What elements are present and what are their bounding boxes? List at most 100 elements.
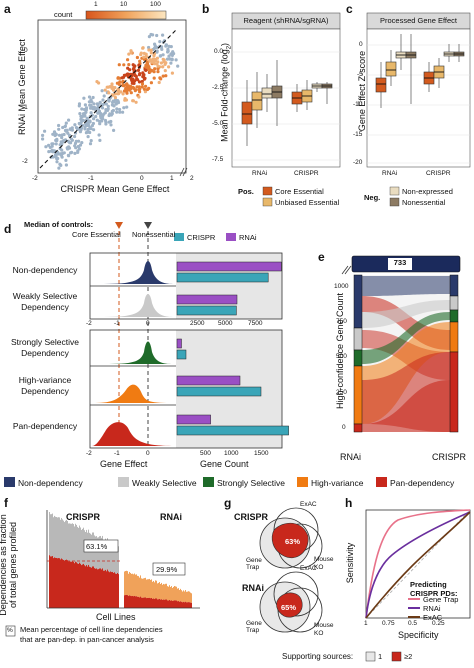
count-bar-crispr — [176, 305, 237, 316]
panel-f-crispr-pct: 63.1% — [86, 542, 108, 551]
cell-line-bar-rnai-pan — [134, 595, 135, 608]
cell-line-bar-crispr — [61, 517, 62, 559]
cell-line-bar-crispr-pan — [77, 563, 78, 608]
legend-unbiased-essential: Unbiased Essential — [275, 198, 340, 207]
cell-line-bar-rnai — [160, 583, 161, 600]
hex-bin — [134, 74, 138, 78]
cell-line-bar-rnai — [128, 573, 129, 597]
cell-line-bar-rnai-pan — [127, 595, 128, 608]
cell-line-bar-rnai — [159, 582, 160, 599]
cell-line-bar-crispr-pan — [93, 566, 94, 608]
panel-f-note-line2: that are pan-dep. in pan-cancer analysis — [20, 635, 154, 644]
cell-line-bar-crispr — [115, 545, 116, 574]
hex-bin — [124, 83, 128, 87]
cell-line-bar-rnai — [139, 577, 140, 598]
cell-line-bar-crispr-pan — [51, 556, 52, 608]
cell-line-bar-rnai-pan — [180, 601, 181, 608]
cell-line-bar-crispr — [53, 517, 54, 559]
cell-line-bar-rnai-pan — [153, 598, 154, 608]
hex-bin — [124, 86, 128, 91]
cell-line-bar-rnai — [171, 586, 172, 601]
cell-line-bar-crispr-pan — [84, 565, 85, 608]
hex-bin — [148, 68, 152, 73]
panel-f-cell-line-bars — [49, 512, 192, 608]
cell-line-bar-crispr-pan — [109, 572, 110, 608]
panel-b-ytick-3: -7.5 — [212, 156, 224, 163]
cell-line-bar-crispr-pan — [80, 563, 81, 608]
cell-line-bar-rnai-pan — [181, 601, 182, 608]
count-bar-crispr — [176, 425, 289, 436]
hex-bin — [158, 76, 162, 80]
hex-bin — [51, 132, 55, 136]
hex-bin — [122, 89, 127, 93]
hex-bin — [47, 150, 51, 154]
cell-line-bar-crispr-pan — [82, 564, 83, 608]
hex-bin — [131, 99, 135, 103]
cell-line-bar-crispr-pan — [53, 558, 54, 608]
cell-line-bar-rnai-pan — [178, 601, 179, 608]
count-tick-1: 1 — [94, 1, 98, 8]
hex-bin — [129, 91, 133, 95]
hex-bin — [92, 128, 96, 132]
venn-rnai-mouse-ko: Mouse KO — [314, 622, 334, 637]
hex-bin — [44, 145, 48, 149]
cell-line-bar-rnai-pan — [131, 596, 132, 608]
cell-line-bar-crispr-pan — [92, 566, 93, 608]
cell-line-bar-rnai — [180, 588, 181, 602]
cell-line-bar-rnai — [178, 588, 179, 602]
count-legend-title: count — [54, 10, 73, 19]
hex-bin — [82, 107, 87, 112]
hex-bin — [97, 81, 101, 85]
cell-line-bar-rnai — [145, 577, 146, 598]
alluvial-node-rnai — [353, 423, 363, 433]
alluvial-node-rnai — [353, 274, 363, 329]
panel-b-ytick-1: -2.5 — [212, 84, 224, 91]
cell-line-bar-rnai — [150, 579, 151, 599]
panel-h-xtick-1: 1 — [364, 620, 368, 627]
alluvial-ribbon — [362, 312, 450, 364]
hex-bin — [155, 33, 159, 38]
hex-bin — [113, 92, 118, 96]
hex-bin — [169, 61, 173, 65]
legend-unbiased-essential-swatch — [262, 197, 273, 207]
hex-bin — [95, 118, 99, 122]
cell-line-bar-crispr-pan — [100, 568, 101, 608]
cell-line-bar-rnai-pan — [172, 600, 173, 608]
hex-bin — [114, 101, 118, 106]
cell-line-bar-rnai-pan — [158, 599, 159, 608]
cell-line-bar-crispr — [101, 537, 102, 570]
cell-line-bar-rnai-pan — [137, 596, 138, 608]
cell-line-bar-rnai-pan — [129, 595, 130, 608]
cell-line-bar-crispr-pan — [73, 561, 74, 608]
panel-letter-g: g — [224, 496, 232, 510]
cell-line-bar-rnai-pan — [154, 599, 155, 608]
median-core-label: Core Essential — [72, 230, 121, 239]
hex-bin — [155, 50, 159, 54]
category-label: Pan-dependency — [12, 420, 78, 431]
cell-line-bar-crispr — [70, 523, 71, 562]
alluvial-node-crispr — [449, 309, 459, 323]
panel-letter-c: c — [346, 2, 353, 16]
panel-letter-b: b — [202, 2, 210, 16]
hex-bin — [140, 79, 144, 84]
cell-line-bar-rnai — [151, 579, 152, 598]
hex-bin — [147, 86, 151, 90]
cell-line-bar-crispr — [67, 520, 68, 561]
panel-e-ylabel: High-confidence Gene Count — [335, 292, 345, 410]
hex-bin — [97, 109, 102, 113]
hex-bin — [92, 102, 96, 106]
hex-bin — [159, 54, 163, 58]
alluvial-node-rnai — [353, 365, 363, 425]
count-bar-crispr — [176, 386, 262, 397]
hex-bin — [170, 58, 174, 62]
roc-exac — [365, 511, 471, 619]
panel-h-xtick-025: 0.25 — [432, 620, 445, 627]
hex-bin — [98, 122, 102, 126]
hex-bin — [126, 58, 130, 62]
cell-line-bar-rnai-pan — [128, 596, 129, 608]
legend-swatch-weakly-selective — [118, 477, 129, 487]
hex-bin — [141, 75, 145, 79]
hex-bin — [47, 143, 51, 147]
panel-a-xtick-1: -1 — [88, 175, 94, 182]
cell-line-bar-crispr-pan — [55, 557, 56, 608]
